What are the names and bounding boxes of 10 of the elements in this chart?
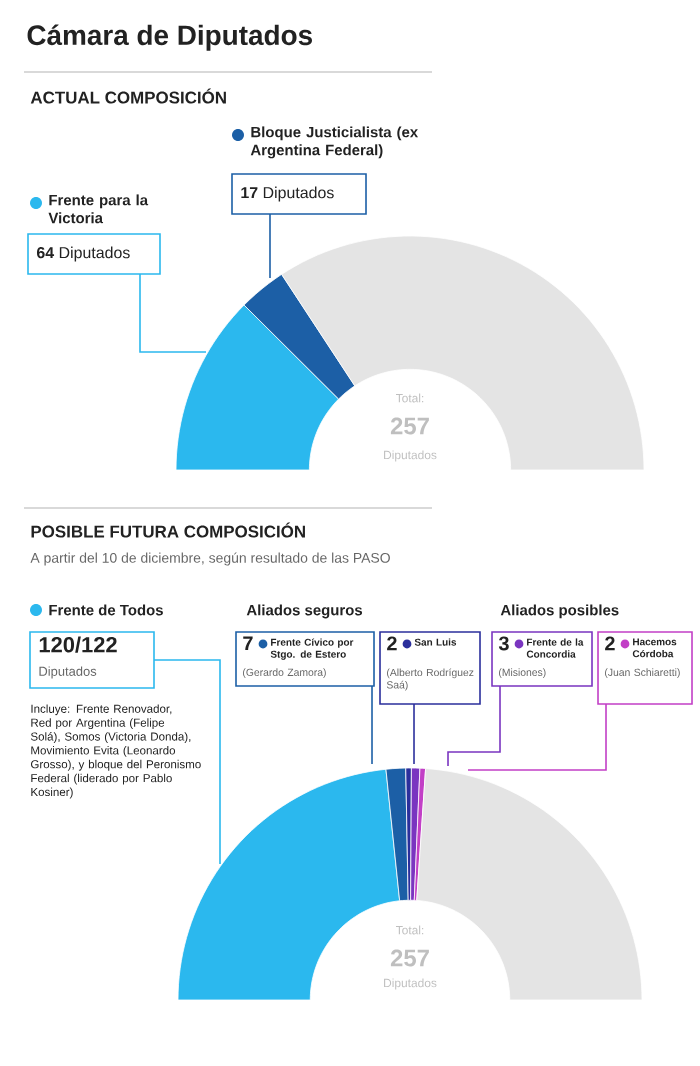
text: 257: [390, 949, 429, 967]
text: 257: [390, 417, 429, 435]
chart-subtitle: ACTUAL COMPOSICIÓN: [30, 88, 226, 104]
data-label: 2: [387, 636, 397, 651]
data-label: 3: [498, 636, 509, 651]
chart-title: POSIBLE FUTURA COMPOSICIÓN: [31, 522, 305, 538]
data-label: 2: [605, 636, 615, 651]
data-label: 7: [243, 636, 253, 651]
chart-title: Cámara de Diputados: [27, 24, 312, 51]
data-label: 120/122: [39, 636, 117, 653]
